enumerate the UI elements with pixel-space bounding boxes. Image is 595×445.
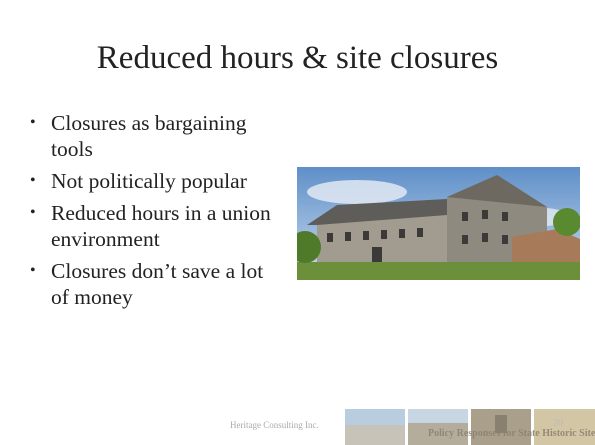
- slide-number: 20: [553, 418, 563, 429]
- bullet: Reduced hours in a union environment: [30, 200, 275, 252]
- slide-title: Reduced hours & site closures: [0, 40, 595, 77]
- bullet: Not politically popular: [30, 168, 275, 194]
- slide: Reduced hours & site closures Closures a…: [0, 0, 595, 445]
- bullet-list: Closures as bargaining tools Not politica…: [30, 110, 275, 316]
- bullet: Closures don’t save a lot of money: [30, 258, 275, 310]
- footer: Heritage Consulting Inc.: [230, 420, 319, 430]
- building-photo: [297, 167, 580, 280]
- bullet: Closures as bargaining tools: [30, 110, 275, 162]
- banner-text: Policy Responses for State Historic Site…: [428, 428, 595, 439]
